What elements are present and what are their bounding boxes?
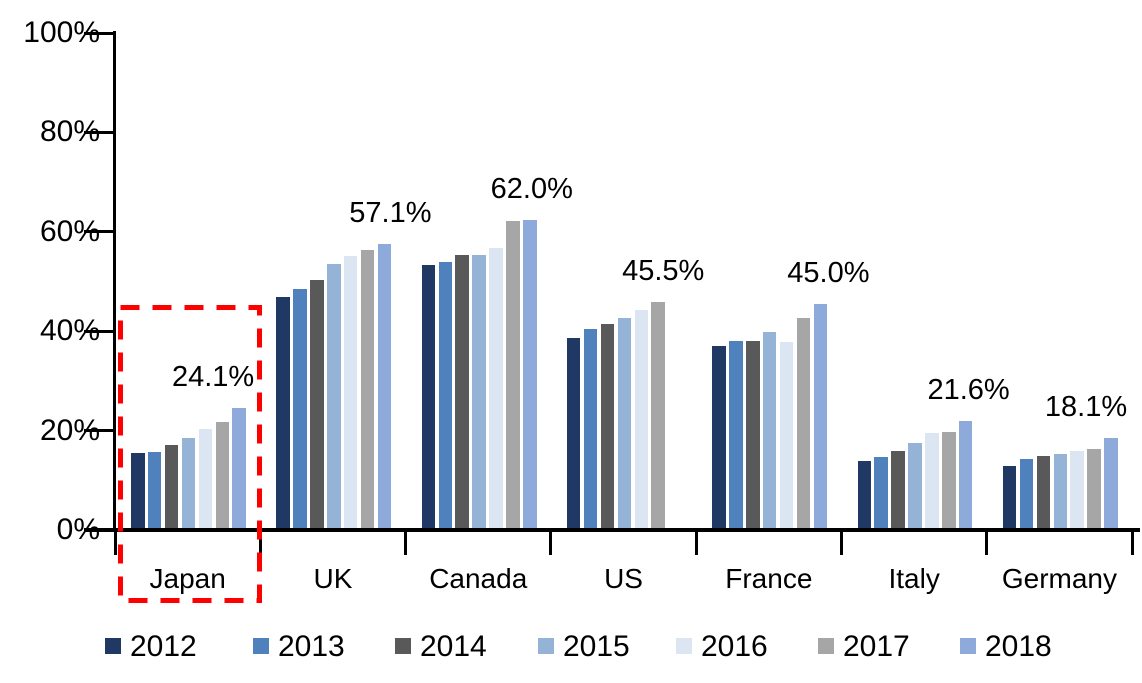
bar-germany-2013 <box>1019 458 1034 528</box>
bar-germany-2015 <box>1053 454 1067 528</box>
x-axis-tick-5 <box>840 528 843 555</box>
x-axis-tick-2 <box>404 528 408 555</box>
legend-swatch-2015 <box>538 638 554 654</box>
peak-label-japan: 24.1% <box>171 361 255 394</box>
category-label-japan: Japan <box>149 563 226 594</box>
bar-italy-2012 <box>857 461 871 528</box>
legend-swatch-2018 <box>960 638 976 654</box>
legend-item-2012: 2012 <box>105 630 197 664</box>
y-axis-tick-80 <box>84 130 115 134</box>
peak-label-germany: 18.1% <box>1044 391 1128 423</box>
bar-uk-2013 <box>293 289 307 528</box>
bar-germany-2012 <box>1002 466 1017 528</box>
legend-item-2014: 2014 <box>395 630 487 664</box>
peak-label-italy: 21.6% <box>927 373 1010 406</box>
legend-item-2018: 2018 <box>960 630 1052 664</box>
bar-japan-2018 <box>232 408 246 528</box>
peak-label-france: 45.0% <box>787 257 870 290</box>
bar-italy-2017 <box>942 431 956 528</box>
y-axis-tick-40 <box>84 329 115 333</box>
x-axis-tick-7 <box>1130 528 1134 555</box>
bar-uk-2017 <box>360 249 375 528</box>
legend-label-2016: 2016 <box>701 630 768 663</box>
legend-item-2015: 2015 <box>538 630 630 664</box>
bar-germany-2016 <box>1070 451 1084 528</box>
bar-canada-2017 <box>506 220 520 528</box>
bar-uk-2012 <box>276 296 290 528</box>
x-axis-tick-3 <box>549 528 553 555</box>
bar-france-2014 <box>746 341 760 528</box>
bar-canada-2012 <box>421 264 436 528</box>
x-axis-tick-6 <box>985 528 989 555</box>
legend-swatch-2016 <box>676 638 692 654</box>
legend-item-2017: 2017 <box>818 630 910 664</box>
peak-label-uk: 57.1% <box>349 197 432 230</box>
bar-us-2017 <box>651 301 665 528</box>
peak-label-us: 45.5% <box>622 254 705 287</box>
bar-japan-2013 <box>147 452 162 528</box>
bar-canada-2013 <box>438 262 452 528</box>
bar-france-2018 <box>813 304 828 528</box>
y-axis-tick-20 <box>84 429 115 433</box>
bar-italy-2018 <box>958 420 973 528</box>
bar-france-2015 <box>762 332 777 528</box>
category-label-uk: UK <box>313 563 353 594</box>
x-axis-tick-1 <box>258 528 262 555</box>
legend-label-2018: 2018 <box>985 630 1052 663</box>
legend-label-2015: 2015 <box>563 630 630 663</box>
bar-japan-2014 <box>164 444 179 528</box>
bar-uk-2018 <box>377 244 392 528</box>
bar-us-2012 <box>566 338 581 528</box>
category-label-us: US <box>604 563 643 594</box>
bar-canada-2015 <box>472 255 486 528</box>
bar-canada-2016 <box>489 248 503 528</box>
legend-item-2016: 2016 <box>676 630 768 664</box>
bar-us-2014 <box>600 324 615 528</box>
legend-swatch-2017 <box>818 638 834 654</box>
y-axis-tick-60 <box>84 230 115 234</box>
x-axis-tick-4 <box>694 528 698 555</box>
x-axis-tick-0 <box>113 528 117 555</box>
bar-us-2015 <box>617 318 632 528</box>
bar-germany-2014 <box>1036 455 1051 528</box>
bar-japan-2015 <box>181 437 196 528</box>
legend-swatch-2013 <box>253 638 269 654</box>
bar-japan-2016 <box>198 428 213 528</box>
category-label-italy: Italy <box>888 563 940 594</box>
bar-france-2012 <box>712 346 726 528</box>
peak-label-canada: 62.0% <box>490 172 573 205</box>
legend-label-2017: 2017 <box>843 630 910 663</box>
bar-us-2016 <box>634 310 648 528</box>
category-label-france: France <box>725 563 813 594</box>
bar-uk-2016 <box>343 255 358 528</box>
bar-italy-2016 <box>925 432 939 528</box>
bar-canada-2018 <box>523 219 537 528</box>
legend-label-2012: 2012 <box>130 630 197 663</box>
bar-italy-2015 <box>908 443 922 528</box>
y-axis-line <box>113 31 116 532</box>
bar-us-2013 <box>583 328 598 528</box>
bar-italy-2014 <box>891 450 905 528</box>
bar-uk-2014 <box>310 279 324 528</box>
y-axis-tick-100 <box>84 31 115 35</box>
legend-swatch-2014 <box>395 638 411 654</box>
bar-germany-2018 <box>1104 438 1118 528</box>
legend-label-2014: 2014 <box>420 630 487 663</box>
bar-japan-2012 <box>131 453 145 528</box>
legend-swatch-2012 <box>105 638 121 654</box>
x-axis-line <box>84 528 1140 532</box>
bar-canada-2014 <box>455 254 469 528</box>
bar-italy-2013 <box>874 457 888 528</box>
bar-france-2016 <box>779 342 794 528</box>
bar-france-2013 <box>729 340 743 528</box>
bar-germany-2017 <box>1087 448 1101 528</box>
legend-label-2013: 2013 <box>278 630 345 663</box>
legend-item-2013: 2013 <box>253 630 345 664</box>
category-label-canada: Canada <box>429 563 528 594</box>
bar-japan-2017 <box>215 422 229 528</box>
bar-uk-2015 <box>327 263 341 528</box>
category-label-germany: Germany <box>1001 563 1118 594</box>
bar-france-2017 <box>796 317 811 528</box>
